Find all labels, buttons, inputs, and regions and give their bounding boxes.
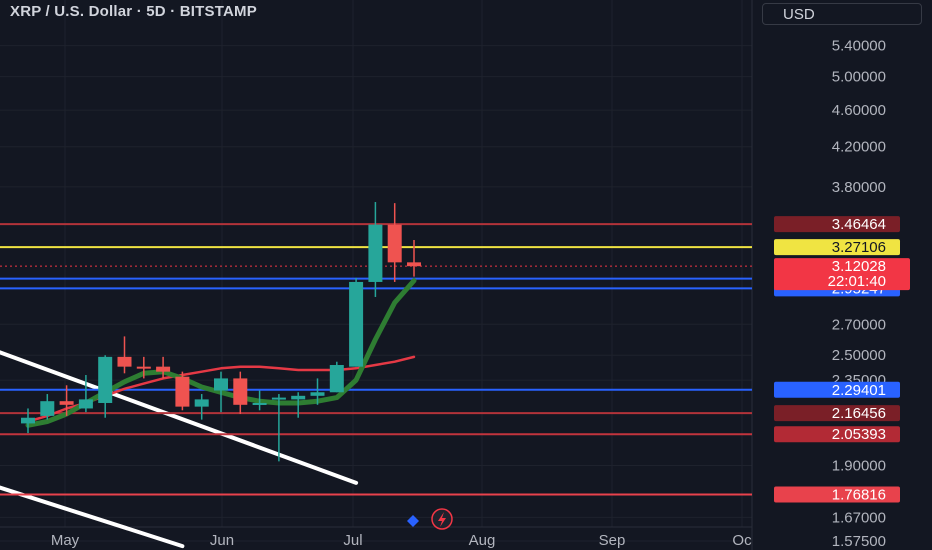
price-tick-label: 4.20000 <box>832 139 886 156</box>
candle-body[interactable] <box>407 262 421 267</box>
level-price-tag <box>774 426 900 443</box>
price-tick-label: 4.60000 <box>832 102 886 119</box>
price-tick-label: 5.40000 <box>832 38 886 55</box>
price-tick-label: 2.50000 <box>832 347 886 364</box>
currency-button[interactable]: USD <box>762 3 922 25</box>
price-tick-label: 1.57500 <box>832 533 886 550</box>
candle-body[interactable] <box>291 395 306 400</box>
price-tick-label: 1.90000 <box>832 458 886 475</box>
event-marker-icon[interactable] <box>407 515 419 527</box>
flash-icon[interactable] <box>431 508 453 530</box>
candle-body[interactable] <box>387 224 402 263</box>
time-tick-label: Oc <box>732 532 752 549</box>
candle-body[interactable] <box>78 399 93 409</box>
trendline-1[interactable] <box>0 350 359 485</box>
candle-body[interactable] <box>175 376 190 407</box>
level-price-label: 3.27106 <box>832 239 886 256</box>
price-tick-label: 2.70000 <box>832 316 886 333</box>
candle-body[interactable] <box>349 281 364 367</box>
candle-body[interactable] <box>368 224 383 282</box>
time-tick-label: May <box>51 532 80 549</box>
price-tick-label: 5.00000 <box>832 69 886 86</box>
level-price-tag <box>774 405 900 422</box>
level-price-label: 2.05393 <box>832 426 886 443</box>
time-tick-label: Jul <box>343 532 362 549</box>
level-price-label: 2.29401 <box>832 382 886 399</box>
level-price-tag <box>774 216 900 233</box>
candle-body[interactable] <box>329 365 344 393</box>
candle-body[interactable] <box>59 401 74 405</box>
time-tick-label: Aug <box>469 532 496 549</box>
level-price-tag <box>774 381 900 398</box>
level-price-tag <box>774 239 900 256</box>
candle-body[interactable] <box>117 356 132 367</box>
candle-body[interactable] <box>136 366 151 369</box>
last-price-tag <box>774 258 910 291</box>
candle-body[interactable] <box>310 392 325 396</box>
level-price-label: 2.16456 <box>832 405 886 422</box>
candle-body[interactable] <box>233 378 248 405</box>
level-price-label: 3.46464 <box>832 216 886 233</box>
time-tick-label: Sep <box>599 532 626 549</box>
candle-body[interactable] <box>194 399 209 407</box>
time-tick-label: Jun <box>210 532 234 549</box>
price-tick-label: 3.80000 <box>832 179 886 196</box>
candle-body[interactable] <box>98 356 113 403</box>
chart-title: XRP / U.S. Dollar · 5D · BITSTAMP <box>10 3 257 20</box>
candle-body[interactable] <box>40 401 55 416</box>
level-price-label: 1.76816 <box>832 486 886 503</box>
trendline-2[interactable] <box>0 485 185 549</box>
price-tick-label: 1.67000 <box>832 509 886 526</box>
candle-body[interactable] <box>156 366 171 372</box>
level-price-tag <box>774 486 900 503</box>
last-price-label: 3.12028 <box>832 258 886 275</box>
countdown-label: 22:01:40 <box>828 273 886 290</box>
candle-body[interactable] <box>271 397 286 400</box>
candle-body[interactable] <box>21 417 35 424</box>
candle-body[interactable] <box>252 402 267 405</box>
candle-body[interactable] <box>214 378 228 391</box>
